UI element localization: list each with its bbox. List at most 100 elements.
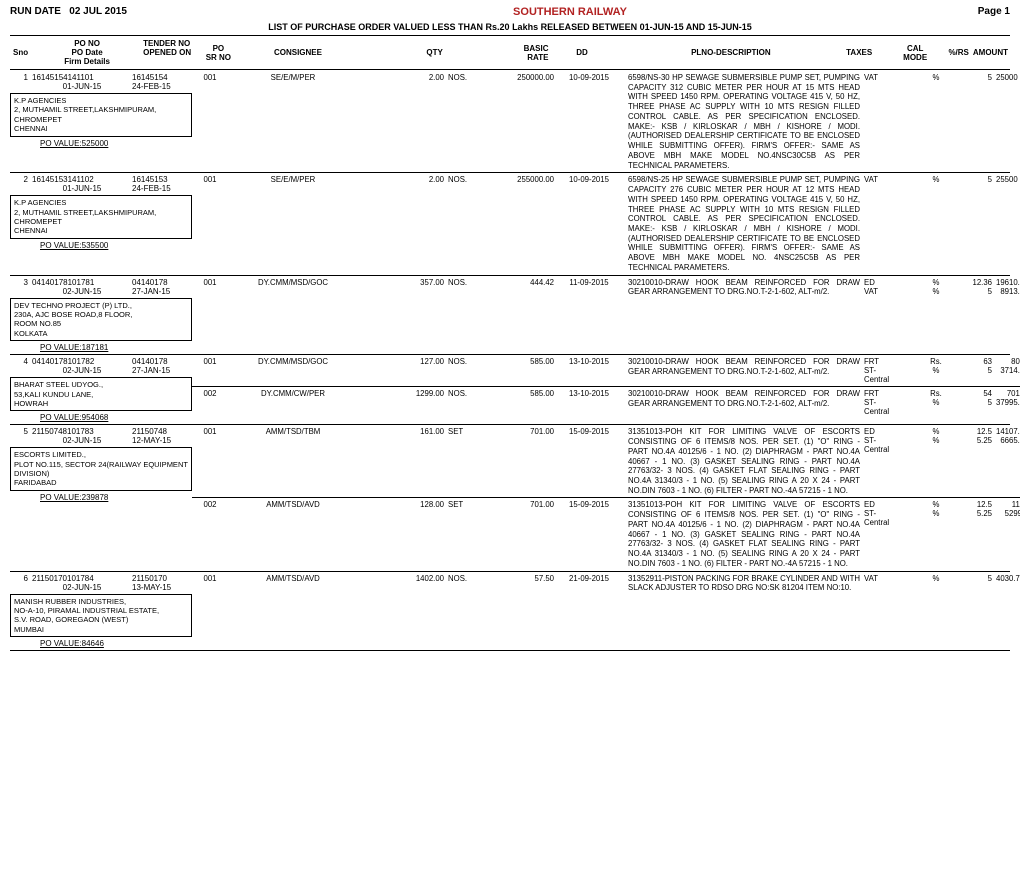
- po-date: 02-JUN-15: [32, 436, 132, 445]
- delivery-date: 15-09-2015: [554, 500, 624, 568]
- firm-details: K.P AGENCIES2, MUTHAMIL STREET,LAKSHMIPU…: [10, 195, 192, 239]
- pct-rs: 5: [956, 287, 996, 296]
- qty: 128.00: [358, 500, 448, 568]
- th-desc: PLNO-DESCRIPTION: [616, 48, 847, 57]
- tax-name-cont: Central: [864, 518, 916, 527]
- tax-block: ED%12.5ST-%5.25Central: [864, 427, 996, 495]
- po-block: 1161451541411011614515401-JUN-1524-FEB-1…: [10, 73, 1010, 170]
- po-sno: 2: [10, 175, 32, 184]
- consignee: AMM/TSD/AVD: [228, 574, 358, 593]
- th-qty: QTY: [360, 48, 446, 57]
- tax-name: VAT: [864, 574, 916, 583]
- basic-rate: 585.00: [484, 357, 554, 384]
- amount-block: 19610.1218913.403: [996, 278, 1020, 297]
- sr-no: 001: [192, 574, 228, 593]
- po-date: 02-JUN-15: [32, 287, 132, 296]
- amount-block: 14107.6256665.853: [996, 427, 1020, 495]
- amount-value: 70146: [996, 389, 1020, 398]
- opened-on: 27-JAN-15: [132, 366, 192, 375]
- uom: SET: [448, 427, 484, 495]
- pct-rs: 12.5: [956, 500, 996, 509]
- uom: NOS.: [448, 278, 484, 297]
- table-header: Sno PO NO PO Date Firm Details TENDER NO…: [10, 39, 1010, 66]
- th-calmode: CALMODE: [896, 44, 934, 62]
- amount-block: 4030.75: [996, 574, 1020, 593]
- cal-mode: %: [916, 436, 956, 445]
- firm-details: DEV TECHNO PROJECT (P) LTD.,230A, AJC BO…: [10, 298, 192, 342]
- tax-name-cont: Central: [864, 375, 916, 384]
- tax-block: VAT%5: [864, 73, 996, 170]
- cal-mode: %: [916, 287, 956, 296]
- plno-description: 31351013-POH KIT FOR LIMITING VALVE OF E…: [624, 427, 864, 495]
- tax-name: VAT: [864, 73, 916, 82]
- plno-description: 31351013-POH KIT FOR LIMITING VALVE OF E…: [624, 500, 864, 568]
- run-date-value: 02 JUL 2015: [69, 6, 127, 17]
- amount-block: 25000: [996, 73, 1020, 170]
- amount-value: 37995.75: [996, 398, 1020, 407]
- tax-block: VAT%5: [864, 574, 996, 593]
- qty: 2.00: [358, 73, 448, 170]
- th-consignee: CONSIGNEE: [236, 48, 361, 57]
- line-item: 001SE/E/M/PER2.00NOS.255000.0010-09-2015…: [192, 175, 1020, 272]
- cal-mode: Rs.: [916, 389, 956, 398]
- pct-rs: 63: [956, 357, 996, 366]
- basic-rate: 250000.00: [484, 73, 554, 170]
- plno-description: 31352911-PISTON PACKING FOR BRAKE CYLIND…: [624, 574, 864, 593]
- cal-mode: Rs.: [916, 357, 956, 366]
- plno-description: 30210010-DRAW HOOK BEAM REINFORCED FOR D…: [624, 389, 864, 416]
- po-date: 02-JUN-15: [32, 583, 132, 592]
- po-sno: 4: [10, 357, 32, 366]
- po-sno: 5: [10, 427, 32, 436]
- tax-name: FRT: [864, 357, 916, 366]
- cal-mode: %: [916, 500, 956, 509]
- tender-no: 21150748: [132, 427, 192, 436]
- qty: 2.00: [358, 175, 448, 272]
- cal-mode: %: [916, 278, 956, 287]
- amount-block: 80013714.75: [996, 357, 1020, 384]
- qty: 127.00: [358, 357, 448, 384]
- qty: 357.00: [358, 278, 448, 297]
- cal-mode: %: [916, 427, 956, 436]
- tax-name: ED: [864, 278, 916, 287]
- pct-rs: 54: [956, 389, 996, 398]
- cal-mode: %: [916, 73, 956, 82]
- amount-value: 6665.853: [996, 436, 1020, 445]
- orders-container: 1161451541411011614515401-JUN-1524-FEB-1…: [10, 73, 1010, 651]
- tender-no: 04140178: [132, 357, 192, 366]
- uom: NOS.: [448, 357, 484, 384]
- opened-on: 27-JAN-15: [132, 287, 192, 296]
- po-sno: 3: [10, 278, 32, 287]
- tender-no: 21150170: [132, 574, 192, 583]
- amount-value: 11216: [996, 500, 1020, 509]
- opened-on: 12-MAY-15: [132, 436, 192, 445]
- delivery-date: 10-09-2015: [554, 73, 624, 170]
- tax-name: ED: [864, 500, 916, 509]
- uom: SET: [448, 500, 484, 568]
- amount-value: 14107.625: [996, 427, 1020, 436]
- plno-description: 30210010-DRAW HOOK BEAM REINFORCED FOR D…: [624, 357, 864, 384]
- po-sno: 6: [10, 574, 32, 583]
- consignee: DY.CMM/MSD/GOC: [228, 357, 358, 384]
- po-value: PO VALUE:954068: [10, 413, 192, 422]
- consignee: DY.CMM/MSD/GOC: [228, 278, 358, 297]
- cal-mode: %: [916, 509, 956, 518]
- sr-no: 002: [192, 500, 228, 568]
- tender-no: 16145153: [132, 175, 192, 184]
- opened-on: 24-FEB-15: [132, 82, 192, 91]
- consignee: SE/E/M/PER: [228, 73, 358, 170]
- po-number: 16145153141102: [32, 175, 132, 184]
- amount-value: 3714.75: [996, 366, 1020, 375]
- basic-rate: 255000.00: [484, 175, 554, 272]
- line-item: 001AMM/TSD/AVD1402.00NOS.57.5021-09-2015…: [192, 574, 1020, 593]
- po-block: 2161451531411021614515301-JUN-1524-FEB-1…: [10, 175, 1010, 272]
- sr-no: 001: [192, 278, 228, 297]
- po-number: 21150170101784: [32, 574, 132, 583]
- po-block: 4041401781017820414017802-JUN-1527-JAN-1…: [10, 357, 1010, 422]
- cal-mode: %: [916, 574, 956, 583]
- firm-details: BHARAT STEEL UDYOG.,53,KALI KUNDU LANE,H…: [10, 377, 192, 411]
- uom: NOS.: [448, 73, 484, 170]
- report-title: SOUTHERN RAILWAY: [210, 6, 930, 18]
- tax-name: ST-: [864, 509, 916, 518]
- tax-name-cont: Central: [864, 407, 916, 416]
- po-value: PO VALUE:239878: [10, 493, 192, 502]
